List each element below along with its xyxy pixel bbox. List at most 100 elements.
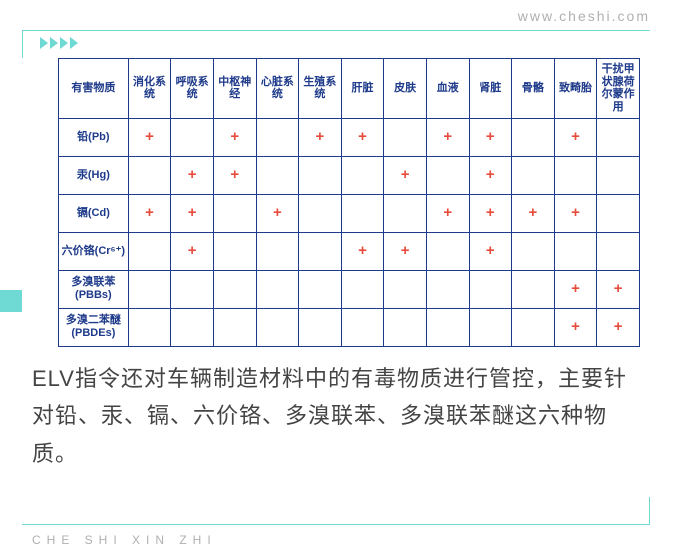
table-cell: + (128, 194, 171, 232)
row-label: 铅(Pb) (59, 118, 129, 156)
table-cell: + (597, 308, 640, 346)
table-cell (213, 270, 256, 308)
table-row: 铅(Pb)+++++++ (59, 118, 640, 156)
col-header: 血液 (426, 59, 469, 119)
table-cell (341, 270, 384, 308)
table-cell (128, 270, 171, 308)
table-cell (128, 232, 171, 270)
col-header: 肝脏 (341, 59, 384, 119)
table-cell: + (469, 232, 512, 270)
table-cell: + (213, 118, 256, 156)
decor-square (0, 290, 22, 312)
table-cell: + (171, 232, 214, 270)
row-label: 镉(Cd) (59, 194, 129, 232)
table-cell (299, 194, 342, 232)
table-cell: + (426, 118, 469, 156)
table-cell (256, 118, 299, 156)
table-cell (597, 232, 640, 270)
table-cell (597, 118, 640, 156)
table-cell (341, 156, 384, 194)
table-cell (299, 308, 342, 346)
table-cell (426, 232, 469, 270)
table-cell: + (128, 118, 171, 156)
table-cell: + (469, 118, 512, 156)
table-cell (384, 194, 427, 232)
table-cell: + (554, 270, 597, 308)
table-cell (341, 308, 384, 346)
table-cell: + (341, 118, 384, 156)
table-cell: + (299, 118, 342, 156)
row-label: 多溴二苯醚(PBDEs) (59, 308, 129, 346)
main-content: 有害物质消化系统呼吸系统中枢神经心脏系统生殖系统肝脏皮肤血液肾脏骨骼致畸胎干扰甲… (58, 58, 640, 347)
table-cell: + (554, 194, 597, 232)
table-cell (512, 118, 555, 156)
table-cell (213, 308, 256, 346)
col-header: 中枢神经 (213, 59, 256, 119)
table-cell (128, 156, 171, 194)
table-cell: + (597, 270, 640, 308)
table-cell (171, 270, 214, 308)
table-cell (426, 156, 469, 194)
table-cell: + (426, 194, 469, 232)
row-label: 多溴联苯(PBBs) (59, 270, 129, 308)
decor-line-bottom (22, 524, 650, 525)
table-row: 镉(Cd)+++++++ (59, 194, 640, 232)
table-cell: + (469, 156, 512, 194)
table-cell (512, 232, 555, 270)
table-cell (384, 308, 427, 346)
table-cell (597, 194, 640, 232)
caption-text: ELV指令还对车辆制造材料中的有毒物质进行管控，主要针对铅、汞、镉、六价铬、多溴… (32, 360, 640, 472)
table-row: 六价铬(Cr⁶⁺)++++ (59, 232, 640, 270)
table-cell (341, 194, 384, 232)
col-header: 致畸胎 (554, 59, 597, 119)
table-cell (213, 232, 256, 270)
table-cell: + (469, 194, 512, 232)
table-cell: + (554, 308, 597, 346)
table-cell (469, 308, 512, 346)
table-cell: + (554, 118, 597, 156)
col-header: 骨骼 (512, 59, 555, 119)
col-header: 消化系统 (128, 59, 171, 119)
table-cell (256, 156, 299, 194)
table-cell (554, 232, 597, 270)
col-header: 呼吸系统 (171, 59, 214, 119)
table-cell (128, 308, 171, 346)
table-cell (426, 270, 469, 308)
row-label: 六价铬(Cr⁶⁺) (59, 232, 129, 270)
triangle-markers (40, 37, 78, 49)
table-cell (213, 194, 256, 232)
table-cell (384, 118, 427, 156)
decor-corner-br (649, 497, 650, 525)
table-row: 多溴联苯(PBBs) ++ (59, 270, 640, 308)
table-cell (597, 156, 640, 194)
col-header: 生殖系统 (299, 59, 342, 119)
col-header: 皮肤 (384, 59, 427, 119)
table-cell (469, 270, 512, 308)
table-cell (384, 270, 427, 308)
table-cell (256, 232, 299, 270)
table-cell (512, 270, 555, 308)
table-cell: + (171, 156, 214, 194)
table-cell: + (256, 194, 299, 232)
table-cell: + (341, 232, 384, 270)
decor-corner-tl (22, 30, 32, 58)
table-cell (512, 156, 555, 194)
col-header: 干扰甲状腺荷尔蒙作用 (597, 59, 640, 119)
table-row: 多溴二苯醚(PBDEs) ++ (59, 308, 640, 346)
page-url: www.cheshi.com (518, 8, 650, 24)
table-cell (299, 156, 342, 194)
table-cell (171, 118, 214, 156)
table-cell: + (384, 156, 427, 194)
table-cell: + (384, 232, 427, 270)
decor-line-top (22, 30, 650, 31)
table-cell (426, 308, 469, 346)
table-cell (299, 232, 342, 270)
row-label: 汞(Hg) (59, 156, 129, 194)
col-header: 肾脏 (469, 59, 512, 119)
table-cell: + (171, 194, 214, 232)
table-cell (554, 156, 597, 194)
table-cell: + (213, 156, 256, 194)
col-header: 心脏系统 (256, 59, 299, 119)
table-cell (171, 308, 214, 346)
table-row: 汞(Hg)++++ (59, 156, 640, 194)
